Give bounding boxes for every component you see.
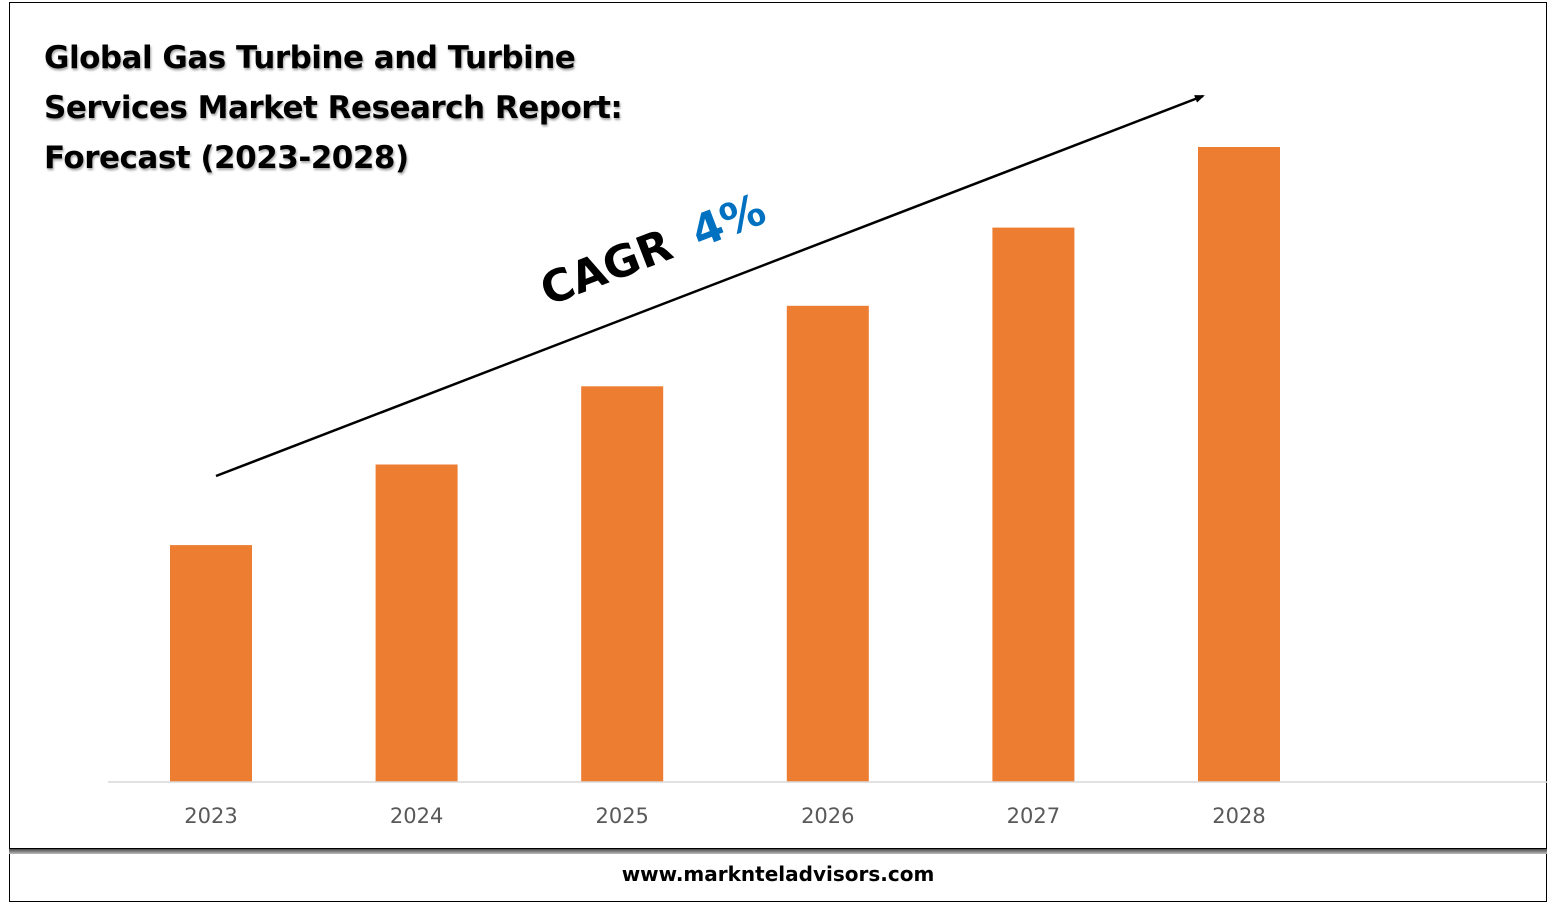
bar-2023 [170,545,252,782]
bar-2025 [581,386,664,782]
divider-shadow [9,849,1547,854]
chart-title: Global Gas Turbine and Turbine Services … [44,33,684,183]
cagr-label: CAGR [534,220,680,316]
title-line-2: Services Market Research Report: [44,90,623,126]
bar-2024 [375,464,458,782]
chart-frame [9,2,1547,849]
tick-label-2028: 2028 [1212,804,1265,828]
cagr-value: 4% [685,184,773,258]
bar-2026 [786,305,869,783]
footer: www.marknteladvisors.com [9,854,1547,902]
tick-label-2025: 2025 [595,804,648,828]
x-axis-ticks: 2023 2024 2025 2026 2027 2028 [184,804,1265,828]
bar-2027 [992,227,1075,783]
bar-series [170,147,1280,783]
cagr-annotation: CAGR 4% [534,184,773,316]
trend-arrow [215,94,1205,478]
title-line-1: Global Gas Turbine and Turbine [44,40,576,76]
tick-label-2027: 2027 [1007,804,1060,828]
tick-label-2023: 2023 [184,804,237,828]
title-line-3: Forecast (2023-2028) [44,140,409,176]
tick-label-2024: 2024 [390,804,443,828]
tick-label-2026: 2026 [801,804,854,828]
website-link[interactable]: www.marknteladvisors.com [621,862,935,886]
bar-2028 [1198,147,1280,782]
